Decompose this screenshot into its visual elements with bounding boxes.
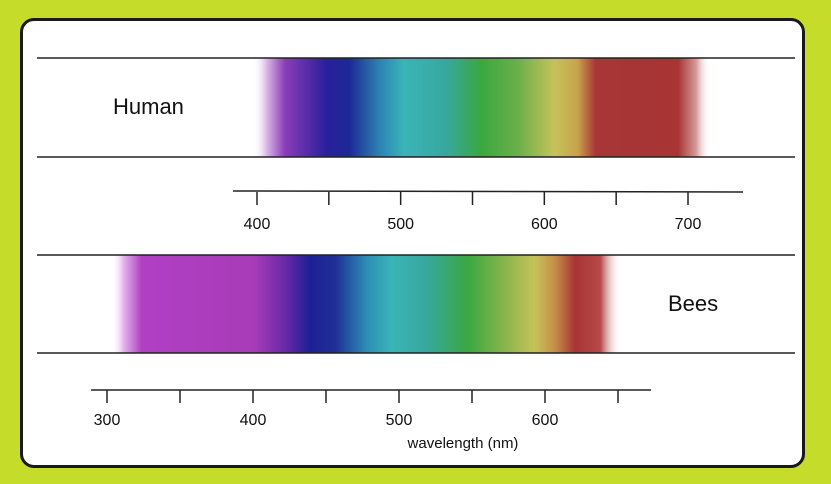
human-axis-label-400: 400 — [244, 216, 271, 233]
bees-visible-spectrum — [111, 255, 621, 353]
spectrum-comparison-diagram: Human 400 500 600 700 Bees 300 400 500 600 wav… — [37, 57, 795, 452]
human-spectrum-band: Human — [37, 57, 795, 158]
bees-axis-label-500: 500 — [386, 412, 413, 429]
bees-axis-label-600: 600 — [532, 412, 559, 429]
human-axis-label-700: 700 — [675, 216, 702, 233]
spectrum-figure-frame: Human 400 500 600 700 Bees 300 400 500 600 wav… — [20, 18, 805, 468]
bees-wavelength-axis: 300 400 500 600 — [91, 389, 651, 429]
bees-spectrum-band: Bees — [37, 254, 795, 354]
human-axis-label-600: 600 — [531, 216, 558, 233]
human-label: Human — [113, 94, 184, 119]
axis-title: wavelength (nm) — [407, 435, 519, 452]
bees-axis-label-300: 300 — [94, 412, 121, 429]
human-axis-line — [232, 190, 744, 193]
human-wavelength-axis: 400 500 600 700 — [232, 190, 744, 233]
human-visible-spectrum — [253, 58, 710, 157]
bees-label: Bees — [668, 291, 718, 316]
bees-axis-label-400: 400 — [240, 412, 267, 429]
human-axis-label-500: 500 — [387, 216, 414, 233]
